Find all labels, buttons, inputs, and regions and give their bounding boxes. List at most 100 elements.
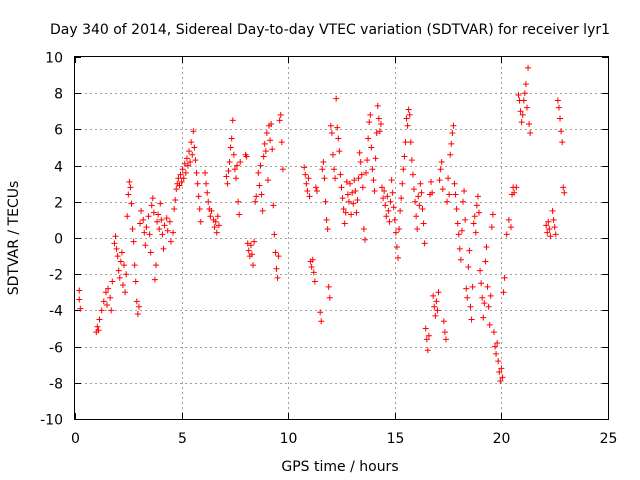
data-point: [431, 303, 438, 310]
data-point: [329, 151, 336, 158]
data-point: [468, 316, 475, 323]
data-point: [476, 209, 483, 216]
data-point: [230, 151, 237, 158]
data-point: [212, 218, 219, 225]
data-point: [172, 196, 179, 203]
data-point: [543, 222, 550, 229]
data-point: [501, 274, 508, 281]
data-point: [492, 343, 499, 350]
data-point: [396, 225, 403, 232]
data-point: [349, 189, 356, 196]
data-point: [317, 309, 324, 316]
data-point: [365, 135, 372, 142]
data-point: [479, 294, 486, 301]
data-point: [470, 220, 477, 227]
y-tick-label: -4: [49, 304, 63, 320]
data-point: [483, 244, 490, 251]
data-point: [357, 158, 364, 165]
data-point: [407, 139, 414, 146]
data-point: [447, 151, 454, 158]
data-point: [303, 180, 310, 187]
data-point: [207, 213, 214, 220]
x-axis-label: GPS time / hours: [281, 459, 398, 475]
data-point: [546, 225, 553, 232]
data-point: [305, 175, 312, 182]
data-point: [268, 120, 275, 127]
data-point: [111, 240, 118, 247]
data-point: [131, 262, 138, 269]
data-point: [359, 184, 366, 191]
data-point: [248, 251, 255, 258]
data-point: [204, 189, 211, 196]
data-point: [76, 296, 83, 303]
data-point: [361, 236, 368, 243]
data-point: [223, 173, 230, 180]
data-point: [456, 245, 463, 252]
data-point: [159, 231, 166, 238]
data-point: [154, 218, 161, 225]
data-point: [235, 198, 242, 205]
data-point: [160, 245, 167, 252]
y-tick-label: -2: [49, 268, 63, 284]
data-point: [215, 222, 222, 229]
data-point: [444, 198, 451, 205]
y-tick-label: -8: [49, 377, 63, 393]
data-point: [311, 278, 318, 285]
data-point: [166, 218, 173, 225]
data-point: [231, 166, 238, 173]
data-point: [328, 130, 335, 137]
data-point: [151, 276, 158, 283]
data-point: [500, 289, 507, 296]
data-points: [76, 64, 568, 384]
data-point: [521, 90, 528, 97]
data-point: [113, 245, 120, 252]
data-point: [484, 283, 491, 290]
data-point: [389, 189, 396, 196]
data-point: [108, 307, 115, 314]
data-point: [495, 358, 502, 365]
data-point: [334, 124, 341, 131]
data-point: [195, 193, 202, 200]
data-point: [146, 231, 153, 238]
data-point: [367, 111, 374, 118]
data-point: [471, 213, 478, 220]
data-point: [545, 218, 552, 225]
data-point: [275, 253, 282, 260]
data-point: [187, 158, 194, 165]
data-point: [383, 213, 390, 220]
data-point: [176, 182, 183, 189]
data-point: [301, 164, 308, 171]
data-point: [117, 258, 124, 265]
data-point: [398, 195, 405, 202]
data-point: [450, 122, 457, 129]
data-point: [112, 233, 119, 240]
data-point: [413, 213, 420, 220]
data-point: [547, 233, 554, 240]
data-point: [76, 287, 83, 294]
data-point: [137, 220, 144, 227]
data-point: [388, 177, 395, 184]
data-point: [130, 238, 137, 245]
data-point: [377, 120, 384, 127]
data-point: [558, 128, 565, 135]
data-point: [414, 225, 421, 232]
data-point: [95, 327, 102, 334]
data-point: [225, 168, 232, 175]
data-point: [422, 325, 429, 332]
data-point: [251, 238, 258, 245]
data-point: [244, 240, 251, 247]
data-point: [440, 318, 447, 325]
y-tick-label: -10: [40, 413, 63, 429]
data-point: [132, 278, 139, 285]
data-point: [213, 229, 220, 236]
data-point: [256, 182, 263, 189]
data-point: [493, 350, 500, 357]
y-tick-label: 6: [54, 123, 63, 139]
data-point: [560, 184, 567, 191]
data-point: [503, 231, 510, 238]
data-point: [387, 198, 394, 205]
data-point: [335, 135, 342, 142]
x-axis: 0 5 10 15 20 25: [71, 57, 617, 447]
data-point: [497, 377, 504, 384]
data-point: [419, 206, 426, 213]
